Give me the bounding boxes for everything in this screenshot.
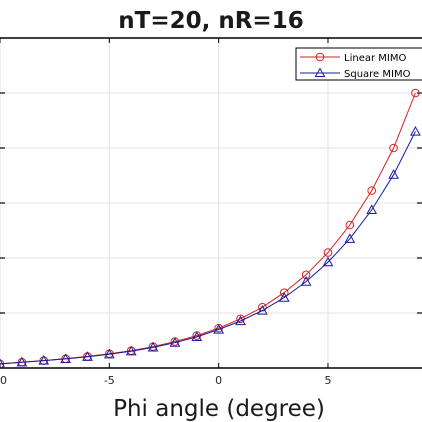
point-square-mimo-9 <box>191 331 203 342</box>
point-linear-mimo-18 <box>389 143 398 153</box>
x-tick-label-3: 5 <box>324 374 331 387</box>
point-linear-mimo-14 <box>301 270 311 280</box>
point-linear-mimo-16 <box>345 220 355 230</box>
point-square-mimo-3 <box>60 353 71 364</box>
point-square-mimo-2 <box>38 355 50 365</box>
point-square-mimo-4 <box>82 351 93 361</box>
legend-marker-square-mimo <box>314 67 326 77</box>
point-square-mimo-7 <box>147 341 159 352</box>
x-tick-label-1: -5 <box>104 374 115 387</box>
legend: Linear MIMO Square MIMO <box>295 47 422 81</box>
point-square-mimo-19 <box>410 125 421 136</box>
point-linear-mimo-13 <box>279 288 289 297</box>
point-square-mimo-8 <box>169 337 181 347</box>
chart-title: nT=20, nR=16 <box>118 8 303 34</box>
x-tick-label-2: 0 <box>215 374 222 387</box>
point-square-mimo-17 <box>366 204 378 214</box>
point-square-mimo-10 <box>213 323 225 334</box>
legend-label-linear-mimo: Linear MIMO <box>344 53 406 64</box>
grid-layer <box>0 38 422 368</box>
legend-label-square-mimo: Square MIMO <box>344 69 411 80</box>
axes-layer: 10 -5 0 5 <box>0 37 422 387</box>
legend-marker-linear-mimo <box>315 52 325 62</box>
point-square-mimo-12 <box>257 304 268 315</box>
point-square-mimo-15 <box>322 256 334 267</box>
point-linear-mimo-19 <box>411 88 420 98</box>
point-square-mimo-6 <box>125 345 137 356</box>
point-square-mimo-1 <box>16 356 28 367</box>
point-square-mimo-0 <box>0 358 6 368</box>
point-linear-mimo-15 <box>323 248 333 257</box>
point-square-mimo-14 <box>300 276 312 286</box>
point-square-mimo-16 <box>344 233 356 243</box>
x-tick-label-0: 10 <box>0 374 7 387</box>
series-layer <box>0 88 421 369</box>
x-axis-label: Phi angle (degree) <box>113 396 325 422</box>
point-square-mimo-18 <box>388 169 399 179</box>
point-square-mimo-11 <box>235 315 246 326</box>
point-linear-mimo-17 <box>367 186 377 195</box>
point-square-mimo-13 <box>278 292 290 302</box>
point-square-mimo-5 <box>103 348 115 359</box>
